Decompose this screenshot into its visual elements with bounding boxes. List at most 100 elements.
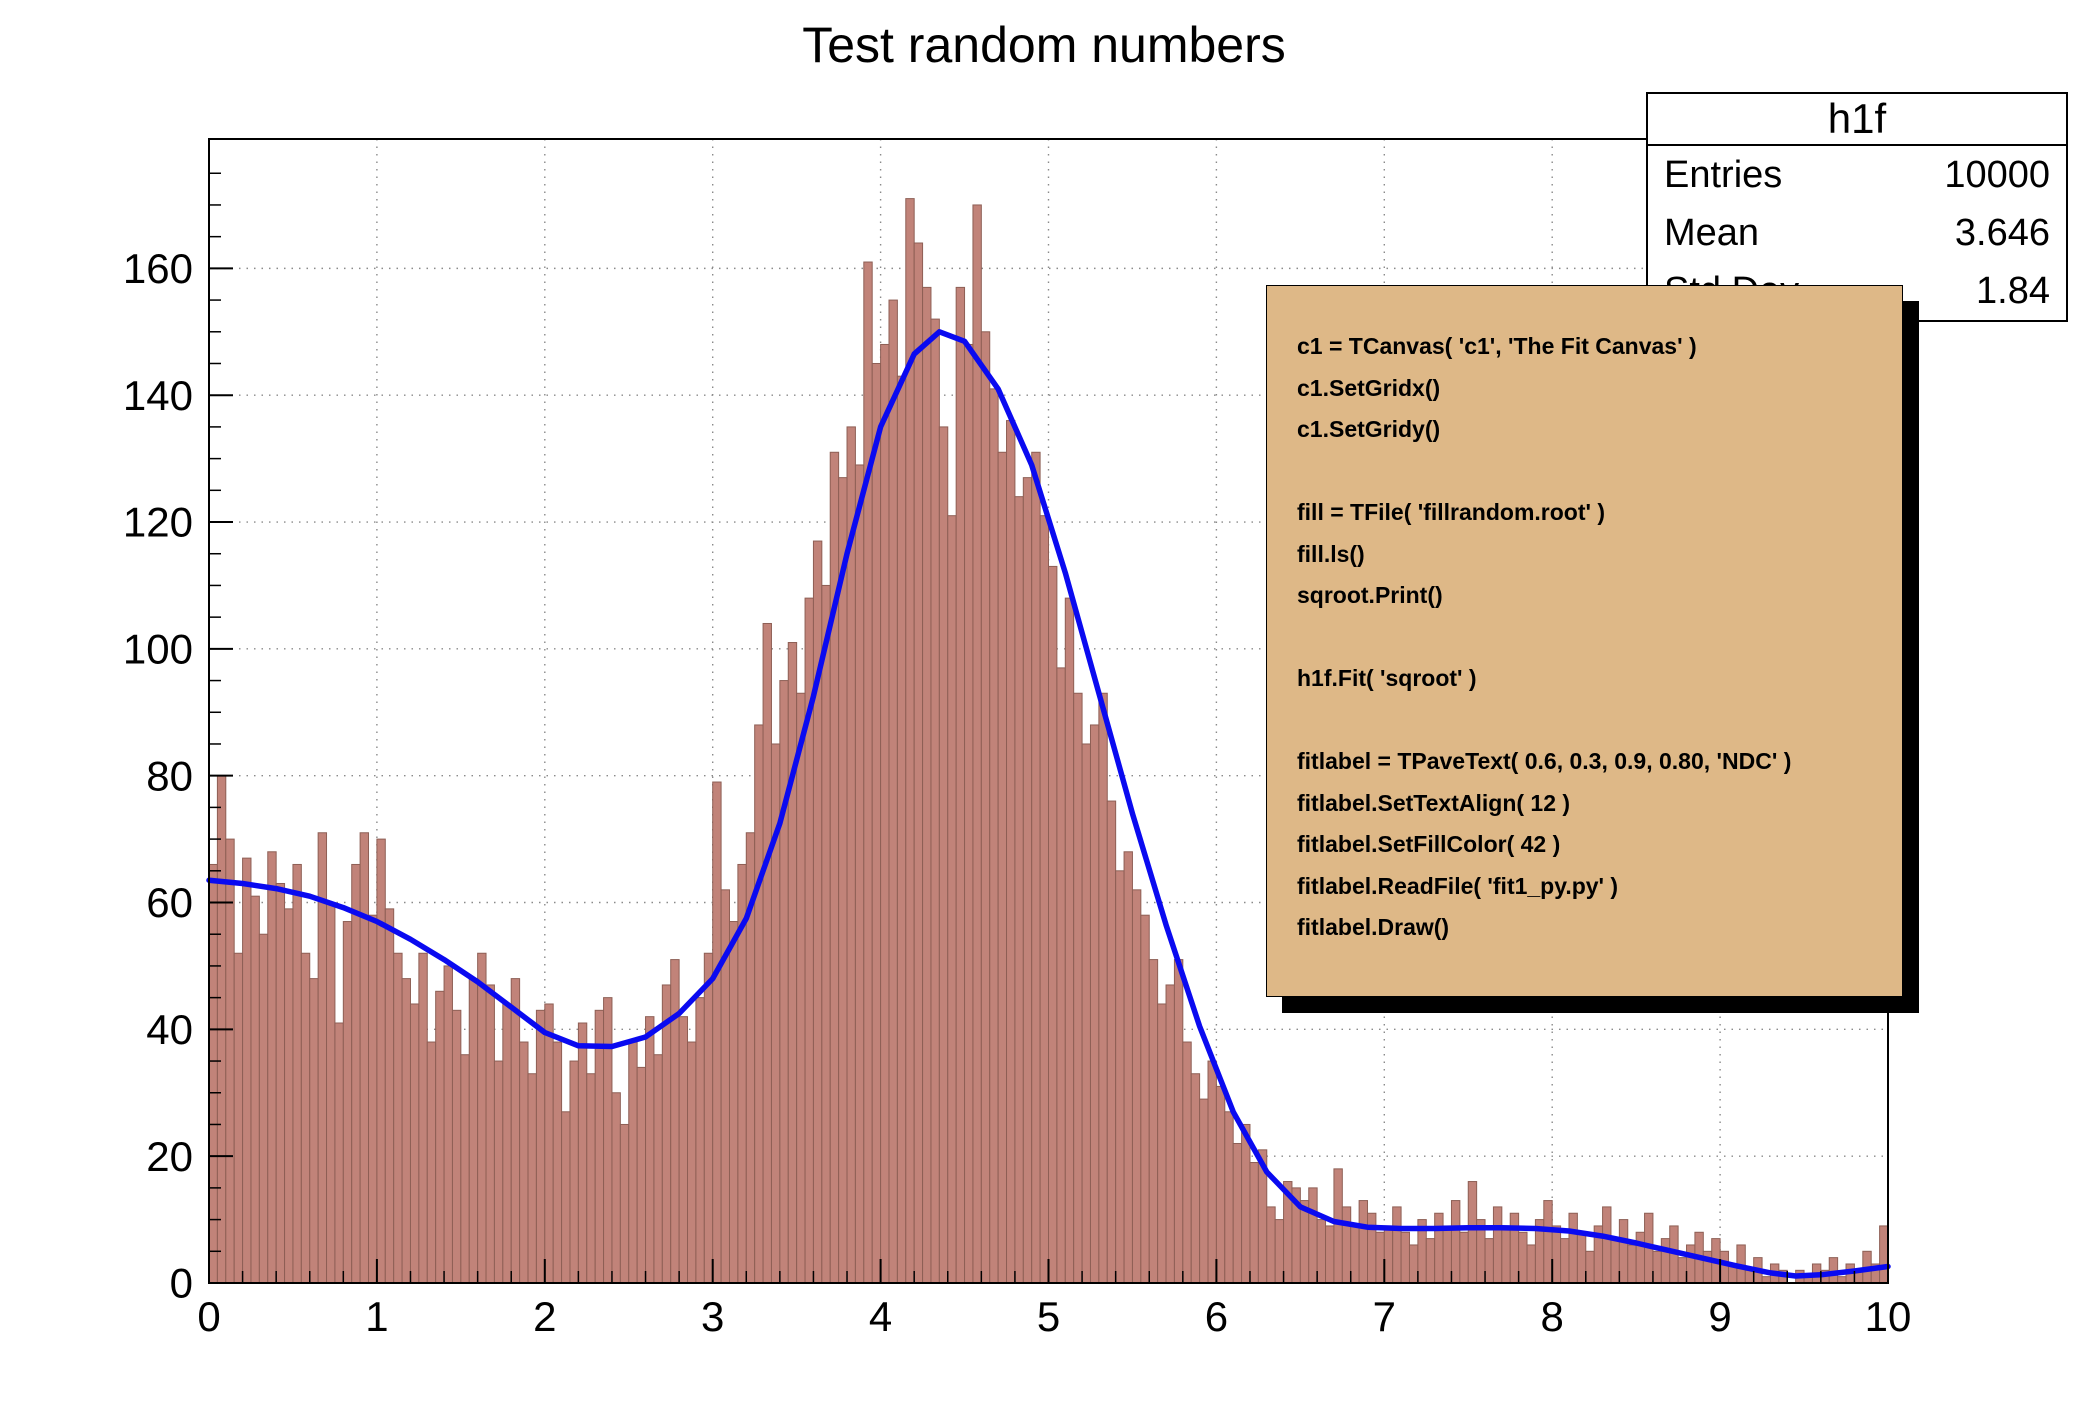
histogram-bar <box>1241 1123 1251 1284</box>
histogram-bar <box>443 965 453 1284</box>
histogram-bar <box>418 952 428 1284</box>
histogram-bar <box>1232 1142 1243 1284</box>
histogram-bar <box>980 331 991 1284</box>
histogram-bar <box>1333 1168 1343 1284</box>
code-line: fitlabel.Draw() <box>1297 914 1450 940</box>
histogram-bar <box>829 451 840 1284</box>
x-axis-tick-label: 9 <box>1708 1293 1731 1340</box>
stats-row-value: 1.84 <box>1976 270 2050 312</box>
histogram-bar <box>989 388 999 1284</box>
histogram-bar <box>409 1003 420 1284</box>
y-axis-tick-label: 40 <box>146 1006 193 1053</box>
histogram-bar <box>460 1054 470 1284</box>
histogram-bar <box>687 1041 697 1284</box>
histogram-bar <box>1098 692 1108 1284</box>
histogram-bar <box>964 343 974 1284</box>
histogram-bar <box>359 832 370 1284</box>
histogram-bar <box>1677 1257 1688 1284</box>
histogram-bar <box>754 724 764 1284</box>
histogram-bar <box>376 838 386 1284</box>
stats-row-value: 10000 <box>1944 154 2050 196</box>
histogram-bar <box>762 622 772 1284</box>
histogram-bar <box>779 680 789 1284</box>
histogram-bar <box>577 1022 588 1284</box>
histogram-bar <box>502 1003 512 1284</box>
histogram-bar <box>1123 851 1133 1284</box>
histogram-bar <box>1006 420 1016 1284</box>
code-line: h1f.Fit( 'sqroot' ) <box>1297 665 1477 691</box>
histogram-bar <box>661 984 672 1284</box>
histogram-bar <box>275 882 286 1284</box>
histogram-bar <box>1408 1244 1419 1284</box>
histogram-bar <box>225 838 235 1284</box>
histogram-bar <box>1106 800 1117 1284</box>
histogram-bar <box>796 692 806 1284</box>
histogram-bar <box>342 921 353 1284</box>
histogram-bar <box>1543 1200 1553 1284</box>
histogram-bar <box>267 851 277 1284</box>
y-axis-tick-label: 20 <box>146 1133 193 1180</box>
histogram-bar <box>1602 1206 1612 1284</box>
histogram-bar <box>896 375 907 1284</box>
stats-row-label: Mean <box>1664 212 1760 254</box>
histogram-bar <box>493 1060 504 1284</box>
histogram-bar <box>728 921 739 1284</box>
y-axis-tick-label: 120 <box>123 499 193 546</box>
y-axis-tick-label: 160 <box>123 245 193 292</box>
histogram-bar <box>787 642 798 1284</box>
histogram-bar <box>1341 1206 1352 1284</box>
histogram-bar <box>1039 515 1049 1284</box>
histogram-bar <box>1048 565 1058 1284</box>
histogram-bar <box>1089 724 1100 1284</box>
histogram-bar <box>561 1111 571 1284</box>
histogram-bar <box>535 1009 546 1284</box>
histogram-bar <box>636 1066 647 1284</box>
code-line: c1.SetGridx() <box>1297 374 1441 401</box>
histogram-bar <box>1215 1085 1226 1284</box>
y-axis-tick-label: 80 <box>146 752 193 799</box>
histogram-bar <box>854 464 865 1284</box>
histogram-bar <box>628 1041 638 1284</box>
histogram-bar <box>1568 1212 1578 1284</box>
y-axis-tick-label: 0 <box>170 1260 193 1307</box>
histogram-bar <box>309 978 319 1284</box>
histogram-bar <box>947 515 957 1284</box>
histogram-bar <box>1492 1206 1503 1284</box>
histogram-bar <box>838 477 848 1284</box>
histogram-bar <box>1190 1073 1201 1284</box>
histogram-bar <box>1467 1181 1478 1284</box>
histogram-bar <box>1207 1060 1217 1284</box>
histogram-bar <box>468 978 479 1284</box>
code-line: fitlabel.ReadFile( 'fit1_py.py' ) <box>1297 872 1619 899</box>
histogram-bar <box>955 286 966 1284</box>
histogram-bar <box>1660 1238 1671 1284</box>
histogram-bar <box>1148 959 1159 1284</box>
histogram-bar <box>1585 1250 1595 1284</box>
histogram-bar <box>1073 692 1083 1284</box>
x-axis-tick-label: 8 <box>1541 1293 1564 1340</box>
histogram-bar <box>1157 1003 1167 1284</box>
histogram-bar <box>1064 597 1075 1284</box>
histogram-bar <box>611 1092 621 1284</box>
histogram-bar <box>1400 1231 1410 1284</box>
histogram-bar <box>1652 1250 1662 1284</box>
histogram-bar <box>880 343 890 1284</box>
histogram-bar <box>1274 1219 1285 1284</box>
histogram-bar <box>544 1003 554 1284</box>
code-line: c1.SetGridy() <box>1297 416 1441 442</box>
histogram-bar <box>1392 1206 1402 1284</box>
histogram-bar <box>1618 1219 1629 1284</box>
histogram-bar <box>1560 1238 1570 1284</box>
code-line: fill.ls() <box>1297 540 1365 567</box>
histogram-bar <box>1182 1041 1192 1284</box>
histogram-bar <box>1367 1212 1377 1284</box>
y-axis-tick-label: 60 <box>146 879 193 926</box>
histogram-bar <box>997 451 1008 1284</box>
histogram-bar <box>922 286 932 1284</box>
histogram-bar <box>1014 496 1024 1284</box>
histogram-bar <box>1719 1250 1729 1284</box>
histogram-bar <box>569 1060 579 1284</box>
histogram-bar <box>1022 477 1033 1284</box>
histogram-bar <box>1266 1206 1276 1284</box>
